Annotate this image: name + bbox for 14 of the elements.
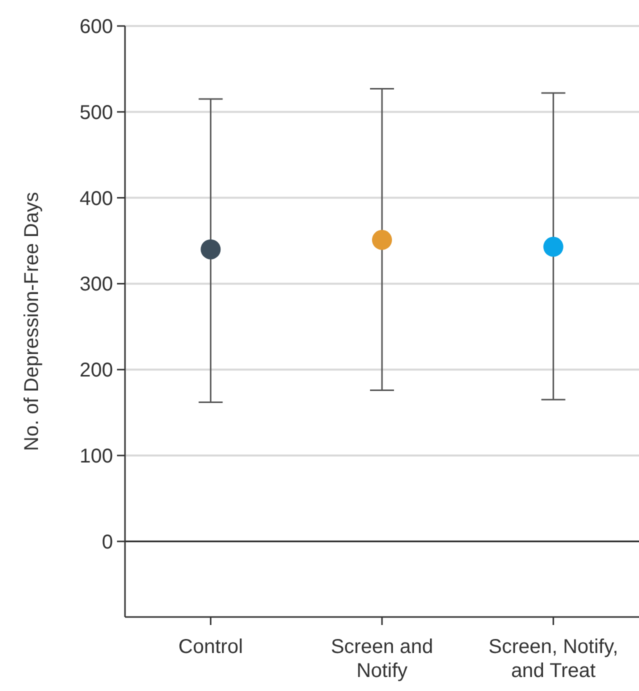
- x-tick-label: Screen and Notify: [330, 636, 434, 682]
- y-tick-label: 500: [80, 102, 113, 124]
- y-tick-label: 600: [80, 16, 113, 38]
- y-tick-label: 400: [80, 188, 113, 210]
- x-tick-label: Control: [178, 636, 243, 658]
- x-tick-label: Screen, Notify, and Treat: [488, 636, 618, 682]
- point: [543, 236, 564, 257]
- y-tick-label: 100: [80, 446, 113, 468]
- point: [372, 230, 392, 250]
- y-axis-title: No. of Depression-Free Days: [21, 192, 43, 451]
- y-tick-label: 300: [80, 274, 113, 296]
- y-tick-label: 0: [102, 531, 113, 554]
- point: [200, 239, 221, 260]
- y-tick-label: 200: [80, 360, 113, 382]
